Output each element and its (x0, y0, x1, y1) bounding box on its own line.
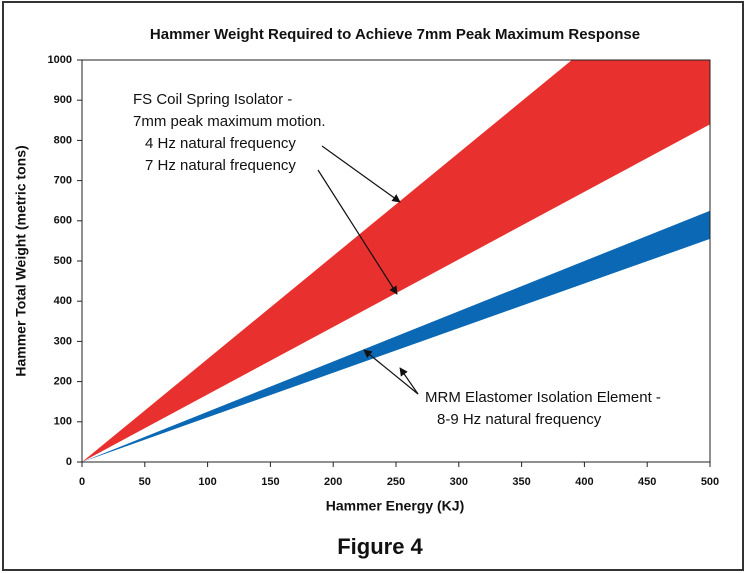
y-axis-label: Hammer Total Weight (metric tons) (13, 145, 29, 376)
x-tick-label: 250 (387, 476, 405, 488)
x-tick-label: 400 (575, 476, 593, 488)
caption: Figure 4 (337, 534, 423, 559)
x-tick-label: 150 (261, 476, 279, 488)
plot-area (82, 60, 710, 462)
x-tick-label: 50 (139, 476, 151, 488)
y-tick-label: 300 (54, 335, 72, 347)
annotation: 7mm peak maximum motion. (133, 113, 326, 130)
y-tick-label: 200 (54, 376, 72, 388)
y-tick-label: 900 (54, 94, 72, 106)
x-tick-label: 0 (79, 476, 85, 488)
band (82, 60, 710, 462)
chart-title: Hammer Weight Required to Achieve 7mm Pe… (150, 26, 640, 43)
y-tick-label: 0 (66, 456, 72, 468)
y-tick-label: 400 (54, 295, 72, 307)
annotation-arrow (321, 145, 401, 203)
y-tick-label: 600 (54, 215, 72, 227)
y-tick-label: 800 (54, 134, 72, 146)
x-axis-label: Hammer Energy (KJ) (326, 498, 465, 514)
y-tick-label: 500 (54, 255, 72, 267)
annotation: FS Coil Spring Isolator - (133, 91, 292, 108)
annotation: 7 Hz natural frequency (145, 157, 296, 174)
x-tick-label: 500 (701, 476, 719, 488)
annotation: MRM Elastomer Isolation Element - (425, 389, 661, 406)
annotation: 4 Hz natural frequency (145, 135, 296, 152)
y-tick-label: 700 (54, 175, 72, 187)
x-tick-label: 350 (512, 476, 530, 488)
annotation-arrow (363, 349, 419, 395)
annotation-arrow (399, 367, 419, 395)
annotation: 8-9 Hz natural frequency (437, 411, 602, 428)
annotation-arrow (317, 169, 398, 295)
y-tick-label: 1000 (48, 54, 72, 66)
y-tick-label: 100 (54, 416, 72, 428)
band (82, 210, 710, 462)
x-tick-label: 450 (638, 476, 656, 488)
x-tick-label: 300 (450, 476, 468, 488)
x-tick-label: 200 (324, 476, 342, 488)
x-tick-label: 100 (198, 476, 216, 488)
